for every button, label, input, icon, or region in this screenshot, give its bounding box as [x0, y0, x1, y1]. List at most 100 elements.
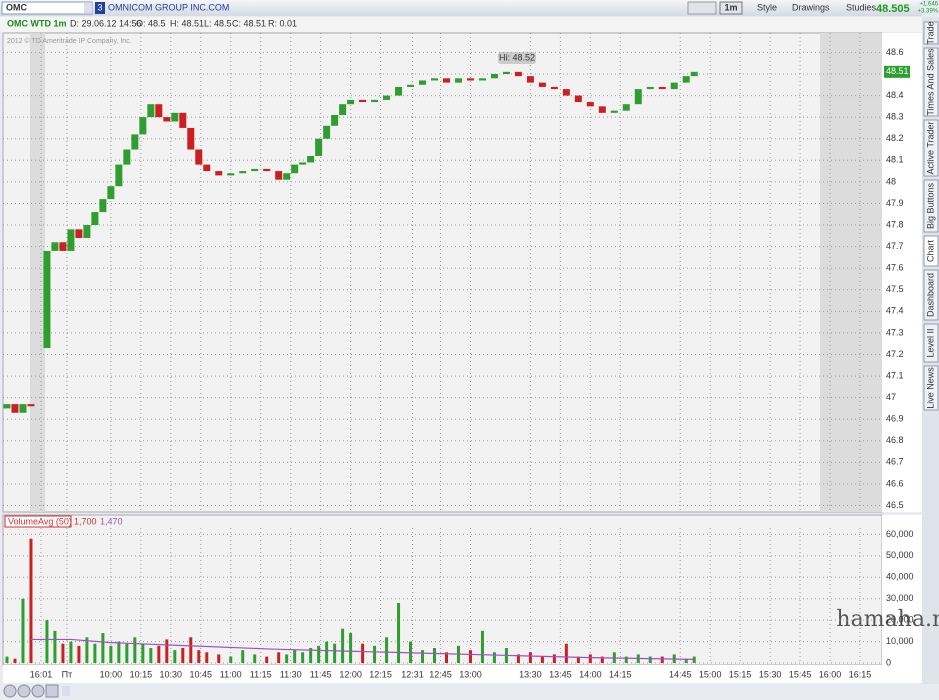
x-tick-label: 10:45 — [190, 669, 213, 679]
volume-bar — [253, 654, 257, 663]
tools[interactable] — [687, 1, 717, 15]
side-tab[interactable] — [923, 119, 939, 177]
x-tick-label: 13:00 — [459, 669, 482, 679]
candle-body — [442, 78, 450, 83]
pct-change: +3.39% — [917, 9, 938, 15]
volume-bar — [421, 650, 425, 663]
volume-bar — [325, 641, 329, 663]
candle-body — [670, 82, 678, 90]
side-tab[interactable] — [923, 365, 939, 411]
volume-bar — [125, 643, 129, 663]
volume-bar — [361, 643, 365, 663]
candle-body — [107, 186, 115, 200]
company: OMNICOM GROUP INC.COM — [108, 2, 229, 12]
candle-body — [562, 89, 570, 96]
zoom-button[interactable] — [3, 684, 17, 698]
volume-bar — [648, 656, 652, 663]
interval-button[interactable] — [719, 1, 743, 15]
volume-bar — [53, 630, 57, 663]
volume-bar — [69, 641, 73, 663]
x-tick-label: 10:30 — [160, 669, 183, 679]
volume-bar — [564, 643, 568, 663]
candle-body — [407, 84, 415, 87]
side-tab-label: Level II — [925, 328, 935, 357]
volume-bar — [241, 650, 245, 663]
y-tick-label: 50,000 — [886, 550, 914, 560]
volume-bar — [385, 637, 389, 663]
candle-body — [383, 95, 391, 100]
study-name: OMC WTD 1m — [7, 18, 67, 28]
volume-bar — [93, 643, 97, 663]
drawing-button[interactable] — [45, 684, 59, 698]
candle-body — [419, 80, 427, 85]
candle-body — [526, 76, 534, 83]
x-tick-label: 16:15 — [849, 669, 872, 679]
y-tick-label: 47.3 — [886, 327, 904, 337]
volume-average — [30, 638, 695, 660]
volume-bar — [333, 643, 337, 663]
y-tick-label: 46.8 — [886, 435, 904, 445]
x-tick-label: 11:15 — [250, 669, 272, 679]
candle-body — [331, 114, 339, 126]
info-high: H: 48.51 — [170, 18, 204, 28]
volume-bar — [540, 656, 544, 663]
zoom-in-button[interactable] — [17, 684, 31, 698]
side-tab[interactable] — [923, 47, 939, 117]
y-tick-label: 47.8 — [886, 219, 904, 229]
candle-body — [307, 155, 315, 163]
candle-body — [299, 162, 307, 165]
candle-body — [11, 404, 19, 413]
time-axis — [3, 665, 922, 683]
side-tab[interactable] — [923, 235, 939, 267]
style-button[interactable]: Style — [757, 2, 777, 12]
side-tab[interactable] — [923, 269, 939, 321]
volume-bar — [492, 652, 496, 663]
info-date: D: 29.06.12 14:56 — [70, 18, 142, 28]
volume-bar — [205, 652, 209, 663]
side-tab[interactable] — [923, 179, 939, 233]
studies-button[interactable]: Studies — [846, 2, 877, 12]
info-low: L: 48.5 — [204, 18, 232, 28]
y-tick-label: 48.6 — [886, 47, 904, 57]
volume-bar — [528, 652, 532, 663]
candle-body — [75, 229, 83, 238]
drawings-button[interactable]: Drawings — [792, 2, 830, 12]
x-tick-label: 15:00 — [699, 669, 722, 679]
candle-body — [586, 102, 594, 107]
candle-body — [646, 86, 654, 90]
zoom-out-button[interactable] — [31, 684, 45, 698]
candle-body — [658, 86, 666, 90]
volume-bar — [660, 656, 664, 663]
y-tick-label: 46.6 — [886, 478, 904, 488]
volume-bar — [624, 656, 628, 663]
y-tick-label: 47.4 — [886, 306, 904, 316]
volume-bar — [588, 654, 592, 663]
volume-bar — [301, 652, 305, 663]
link-badge[interactable] — [95, 2, 105, 14]
dropdown[interactable] — [84, 3, 92, 13]
net-change: +1.646 — [919, 2, 938, 8]
symbol: OMC — [6, 2, 27, 12]
y-tick-label: 47 — [886, 392, 896, 402]
link-number: 3 — [97, 2, 102, 12]
y-tick-label: 46.5 — [886, 500, 904, 510]
x-tick-label: 10:00 — [100, 669, 123, 679]
candle-body — [395, 86, 403, 96]
x-tick-label: 10:15 — [130, 669, 153, 679]
x-tick-label: 11:45 — [310, 669, 332, 679]
y-tick-label: 47.1 — [886, 370, 904, 380]
study-label-box — [4, 515, 72, 528]
side-tab[interactable] — [923, 21, 939, 45]
candle-body — [275, 171, 283, 180]
scroll-left[interactable] — [62, 686, 70, 696]
volume-bar — [576, 656, 580, 663]
volume-bar — [684, 658, 688, 663]
side-tab[interactable] — [923, 323, 939, 363]
candle-body — [123, 149, 131, 165]
volume-bar — [317, 645, 321, 663]
watermark: hamaha.net — [836, 607, 939, 632]
y-tick-label: 48.4 — [886, 90, 904, 100]
x-tick-label: 13:30 — [519, 669, 542, 679]
candle-body — [610, 110, 618, 113]
volume-bar — [157, 645, 161, 663]
